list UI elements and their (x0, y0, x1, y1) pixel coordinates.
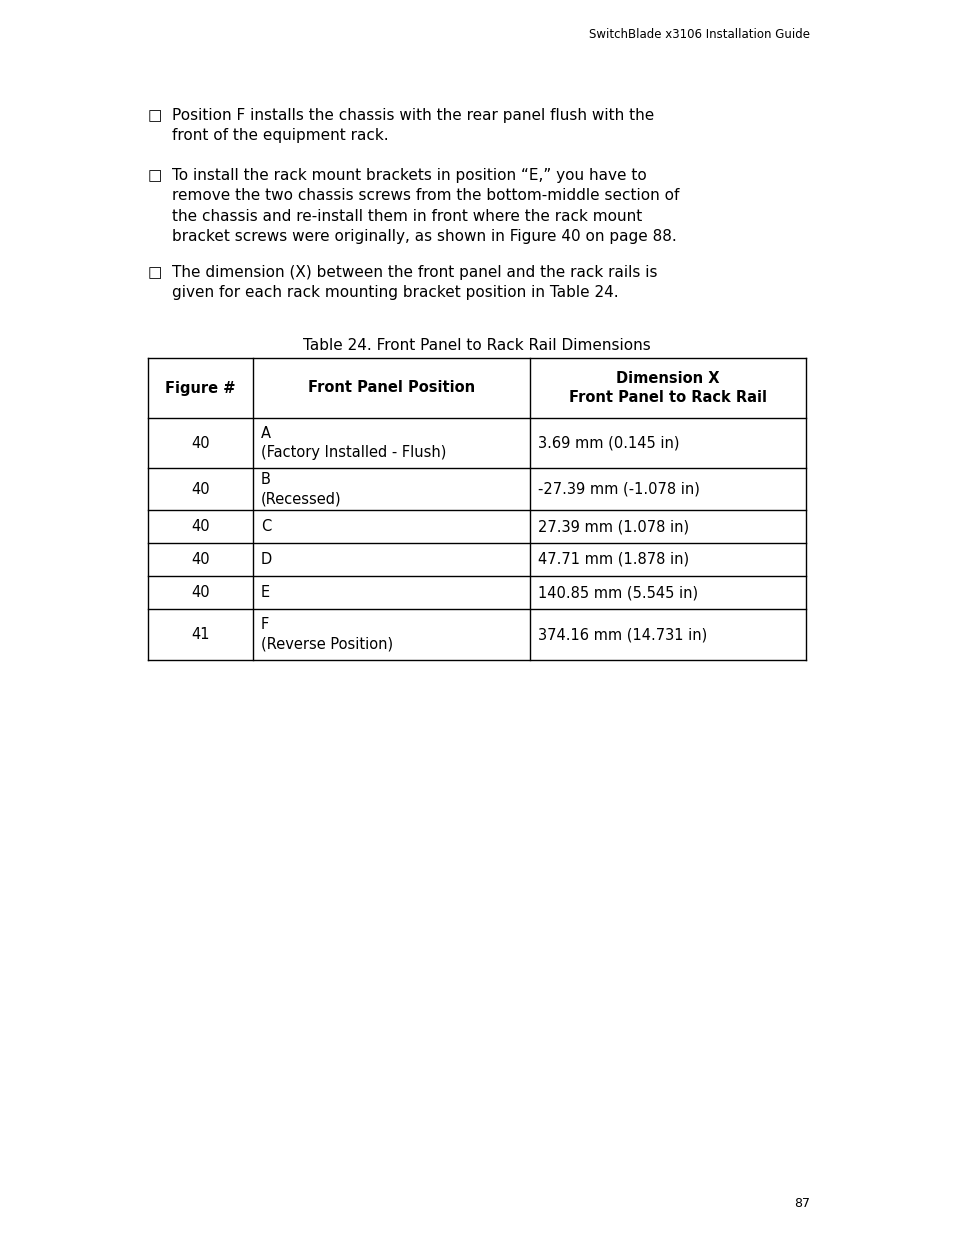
Text: Table 24. Front Panel to Rack Rail Dimensions: Table 24. Front Panel to Rack Rail Dimen… (303, 338, 650, 353)
Text: 140.85 mm (5.545 in): 140.85 mm (5.545 in) (537, 585, 698, 600)
Text: A
(Factory Installed - Flush): A (Factory Installed - Flush) (261, 426, 446, 461)
Text: 47.71 mm (1.878 in): 47.71 mm (1.878 in) (537, 552, 688, 567)
Text: C: C (261, 519, 271, 534)
Text: Figure #: Figure # (165, 380, 235, 395)
Text: D: D (261, 552, 272, 567)
Text: Position F installs the chassis with the rear panel flush with the
front of the : Position F installs the chassis with the… (172, 107, 654, 143)
Text: 40: 40 (191, 519, 210, 534)
Text: □: □ (148, 107, 162, 124)
Text: 3.69 mm (0.145 in): 3.69 mm (0.145 in) (537, 436, 679, 451)
Text: 27.39 mm (1.078 in): 27.39 mm (1.078 in) (537, 519, 688, 534)
Text: Dimension X
Front Panel to Rack Rail: Dimension X Front Panel to Rack Rail (568, 370, 766, 405)
Text: To install the rack mount brackets in position “E,” you have to
remove the two c: To install the rack mount brackets in po… (172, 168, 679, 245)
Text: SwitchBlade x3106 Installation Guide: SwitchBlade x3106 Installation Guide (588, 28, 809, 41)
Text: 40: 40 (191, 552, 210, 567)
Text: 40: 40 (191, 436, 210, 451)
Text: 40: 40 (191, 482, 210, 496)
Text: Front Panel Position: Front Panel Position (308, 380, 475, 395)
Text: The dimension (X) between the front panel and the rack rails is
given for each r: The dimension (X) between the front pane… (172, 266, 657, 300)
Text: 374.16 mm (14.731 in): 374.16 mm (14.731 in) (537, 627, 706, 642)
Text: B
(Recessed): B (Recessed) (261, 472, 341, 506)
Text: E: E (261, 585, 270, 600)
Text: F
(Reverse Position): F (Reverse Position) (261, 618, 393, 652)
Text: 41: 41 (191, 627, 210, 642)
Text: 40: 40 (191, 585, 210, 600)
Text: □: □ (148, 168, 162, 183)
Text: 87: 87 (793, 1197, 809, 1210)
Text: □: □ (148, 266, 162, 280)
Text: -27.39 mm (-1.078 in): -27.39 mm (-1.078 in) (537, 482, 700, 496)
